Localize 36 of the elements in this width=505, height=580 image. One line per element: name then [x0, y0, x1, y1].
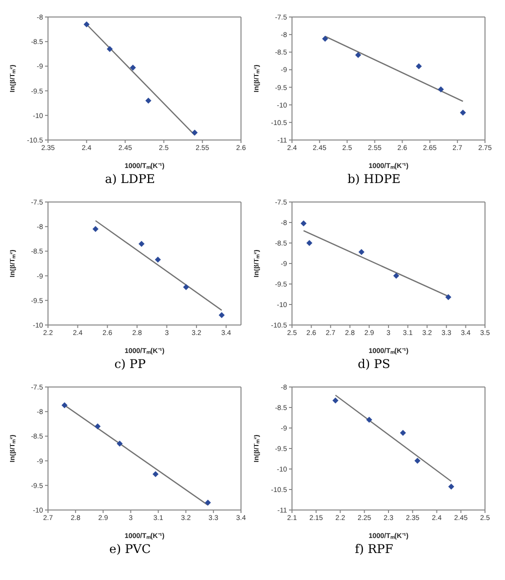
point: [300, 220, 307, 226]
point: [84, 21, 90, 28]
point: [414, 458, 420, 464]
point: [416, 63, 422, 70]
text: a) LDPE: [104, 172, 156, 186]
point: [92, 226, 99, 232]
point: [62, 402, 68, 408]
point: [116, 440, 123, 447]
point: [183, 284, 190, 290]
text: d) PS: [358, 357, 390, 371]
point: [332, 398, 338, 404]
point: [145, 98, 152, 104]
point: [366, 416, 372, 423]
point: [393, 272, 400, 279]
text: e) PVC: [109, 542, 151, 556]
point: [322, 36, 328, 42]
text: c) PP: [114, 357, 146, 371]
point: [355, 52, 362, 58]
point: [358, 249, 364, 256]
point: [460, 110, 466, 116]
point: [445, 294, 452, 300]
point: [152, 471, 159, 478]
text: b) HDPE: [347, 172, 401, 186]
point: [218, 312, 225, 318]
point: [138, 240, 145, 247]
point: [204, 500, 211, 506]
point: [306, 240, 312, 246]
point: [192, 130, 198, 136]
point: [94, 423, 101, 430]
point: [438, 86, 444, 92]
point: [154, 256, 161, 263]
point: [106, 46, 113, 52]
point: [130, 64, 136, 71]
text: f) RPF: [354, 542, 394, 556]
point: [400, 430, 406, 436]
point: [448, 484, 454, 490]
